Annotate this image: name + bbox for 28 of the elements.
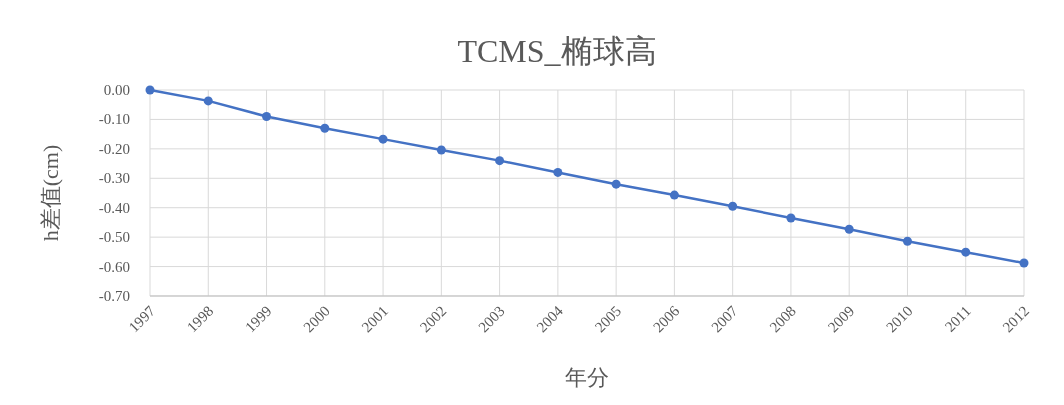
point — [1019, 258, 1029, 268]
y-tick-label: -0.70 — [98, 288, 130, 304]
point — [786, 213, 796, 223]
y-tick-label: -0.40 — [98, 199, 130, 216]
point — [145, 85, 155, 95]
x-tick-label: 2011 — [941, 302, 974, 335]
point — [669, 190, 679, 200]
point — [961, 247, 971, 257]
point — [436, 145, 446, 155]
y-axis-title: h差值(cm) — [38, 144, 63, 242]
point — [611, 179, 621, 189]
point — [902, 236, 912, 246]
point — [495, 156, 505, 166]
point — [728, 201, 738, 211]
y-tick-label: -0.10 — [98, 111, 130, 128]
point — [553, 167, 563, 177]
y-tick-label: 0.00 — [103, 82, 130, 98]
x-axis-title: 年分 — [565, 365, 609, 390]
y-tick-label: -0.30 — [98, 170, 130, 187]
point — [844, 224, 854, 234]
chart-title: TCMS_椭球高 — [457, 33, 657, 69]
point — [378, 134, 388, 144]
y-tick-label: -0.50 — [98, 229, 130, 246]
y-tick-label: -0.60 — [98, 258, 130, 275]
point — [262, 111, 272, 121]
point — [203, 96, 213, 106]
y-tick-label: -0.20 — [98, 140, 130, 157]
point — [320, 123, 330, 133]
